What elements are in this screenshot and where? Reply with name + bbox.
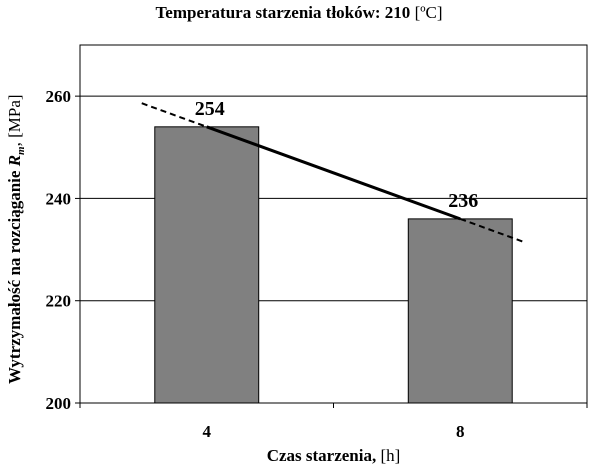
y-tick-label: 260 xyxy=(46,87,72,106)
x-axis-label: Czas starzenia, [h] xyxy=(266,446,401,465)
y-axis-variable-subscript: m xyxy=(15,146,28,155)
trendline-segment xyxy=(206,125,461,221)
data-label: 236 xyxy=(448,190,478,212)
chart-title-unit: [ºC] xyxy=(414,3,443,22)
y-tick-label: 220 xyxy=(46,292,72,311)
data-label: 254 xyxy=(195,98,225,120)
chart-title: Temperatura starzenia tłoków: 210 [ºC] xyxy=(155,3,443,22)
x-tick-label: 8 xyxy=(456,422,465,441)
y-axis-label: Wytrzymałość na rozciąganie Rm, [MPa] xyxy=(4,94,28,384)
x-axis-unit: [h] xyxy=(380,446,401,465)
x-tick-label: 4 xyxy=(203,422,212,441)
y-axis-unit: , [MPa] xyxy=(4,94,24,147)
y-axis-variable: R xyxy=(4,154,24,167)
y-tick-label: 240 xyxy=(46,189,72,208)
y-tick-label: 200 xyxy=(46,394,72,413)
trendline-extension-right xyxy=(459,217,526,244)
bar-4h xyxy=(154,126,260,404)
bar-8h xyxy=(407,218,513,404)
trendline-extension-left xyxy=(141,102,208,128)
